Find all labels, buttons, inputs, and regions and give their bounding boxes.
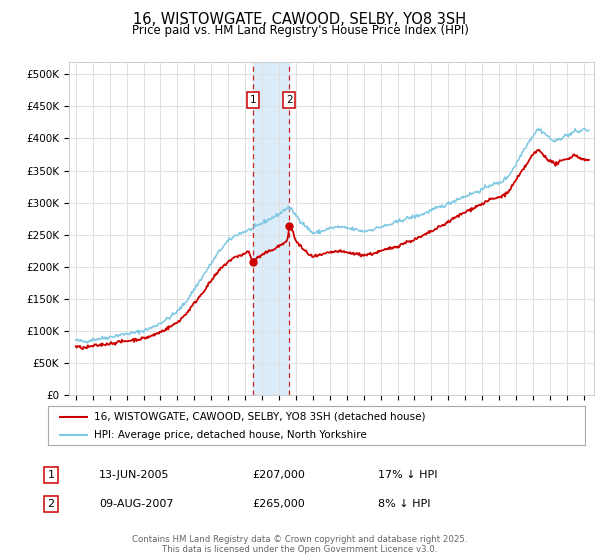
Text: 2: 2 <box>47 499 55 509</box>
Bar <box>253 62 289 395</box>
Text: 09-AUG-2007: 09-AUG-2007 <box>99 499 173 509</box>
Text: £265,000: £265,000 <box>252 499 305 509</box>
Text: 2: 2 <box>286 95 293 105</box>
Text: 1: 1 <box>47 470 55 480</box>
Text: HPI: Average price, detached house, North Yorkshire: HPI: Average price, detached house, Nort… <box>94 430 367 440</box>
Text: 13-JUN-2005: 13-JUN-2005 <box>99 470 170 480</box>
Text: 1: 1 <box>250 95 256 105</box>
Text: 8% ↓ HPI: 8% ↓ HPI <box>378 499 431 509</box>
Text: Price paid vs. HM Land Registry's House Price Index (HPI): Price paid vs. HM Land Registry's House … <box>131 24 469 37</box>
Text: Contains HM Land Registry data © Crown copyright and database right 2025.
This d: Contains HM Land Registry data © Crown c… <box>132 535 468 554</box>
Text: 16, WISTOWGATE, CAWOOD, SELBY, YO8 3SH (detached house): 16, WISTOWGATE, CAWOOD, SELBY, YO8 3SH (… <box>94 412 425 422</box>
Text: 17% ↓ HPI: 17% ↓ HPI <box>378 470 437 480</box>
Text: 16, WISTOWGATE, CAWOOD, SELBY, YO8 3SH: 16, WISTOWGATE, CAWOOD, SELBY, YO8 3SH <box>133 12 467 27</box>
Text: £207,000: £207,000 <box>252 470 305 480</box>
